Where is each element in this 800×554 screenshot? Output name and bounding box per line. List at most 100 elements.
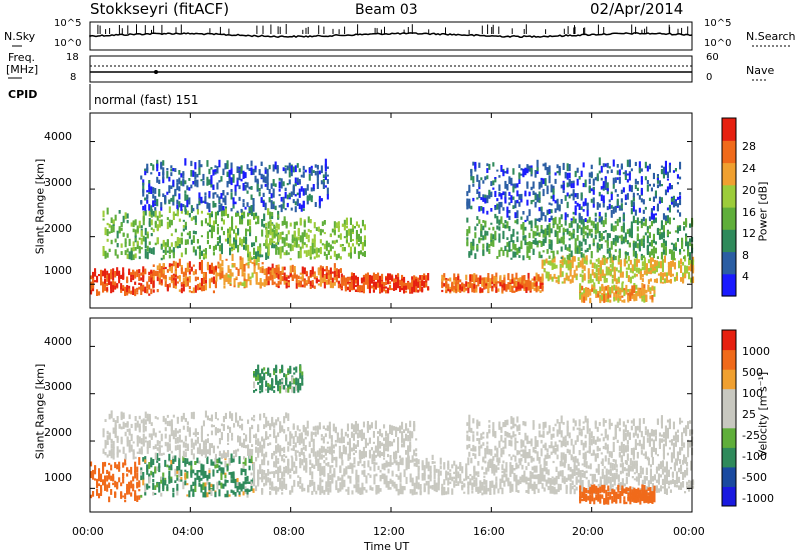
velocity-cell <box>172 455 175 461</box>
velocity-cell <box>150 461 153 468</box>
power-cell <box>337 253 340 259</box>
velocity-cell <box>545 467 548 475</box>
power-cell <box>523 275 526 281</box>
power-cell <box>166 168 169 171</box>
power-cell <box>138 269 141 274</box>
power-cell <box>317 254 320 258</box>
power-cell <box>319 265 322 273</box>
power-cell <box>366 272 369 280</box>
power-cell <box>237 228 240 235</box>
power-cell <box>198 197 201 204</box>
power-cell <box>588 228 591 236</box>
power-cell <box>351 224 354 231</box>
power-cell <box>653 293 656 297</box>
velocity-cell <box>293 470 296 474</box>
power-cell <box>664 160 667 168</box>
power-cell <box>140 290 143 295</box>
power-cell <box>219 272 222 279</box>
velocity-cell <box>130 466 133 475</box>
power-cell <box>649 264 652 269</box>
power-cell <box>531 282 534 286</box>
power-cell <box>182 179 185 187</box>
power-cell <box>634 178 637 185</box>
power-cell <box>618 235 621 239</box>
power-cell <box>584 249 587 253</box>
power-cell <box>176 182 179 191</box>
power-cell <box>690 277 693 283</box>
power-cell <box>564 195 567 201</box>
velocity-cell <box>539 466 542 475</box>
velocity-cell <box>246 488 249 495</box>
power-cell <box>208 278 211 284</box>
velocity-cell <box>537 481 540 485</box>
velocity-cell <box>214 491 217 498</box>
power-cell <box>116 230 119 239</box>
power-cell <box>553 263 556 269</box>
power-cell <box>664 167 667 174</box>
power-cell <box>572 182 575 189</box>
noise-tick-left-top: 10^5 <box>54 18 82 29</box>
power-cell <box>307 234 310 239</box>
power-cell <box>90 281 93 289</box>
power-cell <box>532 240 535 245</box>
power-cell <box>136 242 139 249</box>
power-cell <box>184 267 187 276</box>
power-cell <box>259 243 262 251</box>
power-cell <box>568 244 571 248</box>
power-cell <box>317 283 320 286</box>
power-cell <box>461 282 464 287</box>
power-cell <box>689 252 692 260</box>
power-cell <box>168 265 171 272</box>
power-cell <box>600 243 603 249</box>
velocity-cell <box>471 490 474 494</box>
power-cell <box>580 170 583 177</box>
power-cell <box>385 286 388 289</box>
power-cell <box>477 282 480 287</box>
velocity-cell <box>301 459 304 466</box>
power-cell <box>571 275 574 280</box>
power-cell <box>496 198 499 202</box>
velocity-cbar-tick-500: 500 <box>742 366 763 379</box>
power-cell <box>490 243 493 247</box>
power-cell <box>200 283 203 292</box>
velocity-cell <box>100 476 103 483</box>
velocity-cell <box>639 488 642 491</box>
power-cell <box>200 220 203 224</box>
power-cell <box>466 242 469 246</box>
power-cell <box>504 171 507 174</box>
power-cell <box>499 275 502 283</box>
velocity-cell <box>363 460 366 469</box>
velocity-cell <box>641 479 644 487</box>
velocity-ytick-2000: 2000 <box>44 426 72 439</box>
power-cell <box>226 192 229 196</box>
velocity-cell <box>152 483 155 490</box>
velocity-cell <box>373 464 376 472</box>
power-cell <box>580 216 583 221</box>
power-cell <box>644 232 647 236</box>
velocity-cell <box>587 479 590 484</box>
power-cell <box>673 276 676 282</box>
velocity-cell <box>347 475 350 479</box>
velocity-cell <box>387 470 390 474</box>
velocity-cell <box>176 483 179 491</box>
power-cell <box>584 198 587 206</box>
velocity-cell <box>263 456 266 461</box>
power-cell <box>663 278 666 283</box>
velocity-cell <box>429 465 432 473</box>
power-cell <box>124 250 127 256</box>
velocity-cell <box>250 481 253 486</box>
power-cell <box>474 226 477 231</box>
power-cell <box>194 276 197 282</box>
power-cell <box>473 288 476 293</box>
power-cell <box>229 275 232 283</box>
power-cell <box>490 239 493 242</box>
power-cell <box>508 226 511 232</box>
power-cell <box>621 281 624 284</box>
velocity-cell <box>563 462 566 468</box>
power-cell <box>508 210 511 214</box>
power-cell <box>249 251 252 260</box>
velocity-cell <box>198 470 201 473</box>
velocity-cell <box>389 487 392 490</box>
power-cell <box>538 207 541 212</box>
power-cell <box>152 275 155 281</box>
